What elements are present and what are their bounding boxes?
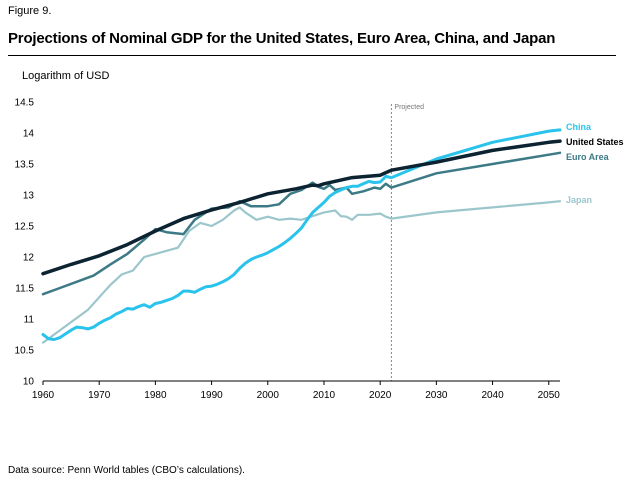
x-tick-label: 1990 <box>200 390 223 401</box>
y-tick-label: 10.5 <box>15 346 35 357</box>
x-tick-label: 2010 <box>313 390 336 401</box>
y-axis-label: Logarithm of USD <box>22 70 109 82</box>
series-line-united-states <box>41 139 562 276</box>
series-line-euro-area <box>41 151 562 296</box>
x-tick-label: 2050 <box>538 390 561 401</box>
y-ticks: 10 10.5 11 11.5 12 12.5 13 13.5 14 14.5 <box>15 98 35 388</box>
y-tick-label: 11 <box>24 315 35 326</box>
y-tick-label: 12 <box>23 253 35 264</box>
y-tick-label: 12.5 <box>15 222 35 233</box>
x-tick-label: 1960 <box>32 390 55 401</box>
x-tick-label: 2030 <box>425 390 448 401</box>
x-ticks: 1960 1970 1980 1990 2000 2010 2020 2030 2040 2050 <box>32 381 560 401</box>
x-tick-label: 2040 <box>481 390 504 401</box>
y-tick-label: 13.5 <box>15 160 35 171</box>
chart-title: Projections of Nominal GDP for the Unite… <box>8 30 556 47</box>
x-tick-label: 1970 <box>88 390 111 401</box>
title-rule <box>8 55 616 56</box>
x-tick-label: 2000 <box>257 390 280 401</box>
x-tick-label: 1980 <box>144 390 167 401</box>
y-tick-label: 10 <box>23 377 35 388</box>
series-labels: China United States Euro Area Japan <box>566 122 624 205</box>
series-label-japan: Japan <box>566 195 592 205</box>
series-line-china <box>41 128 562 341</box>
x-tick-label: 2020 <box>369 390 392 401</box>
series-label-united-states: United States <box>566 137 624 147</box>
y-tick-label: 14 <box>23 129 35 140</box>
data-source-note: Data source: Penn World tables (CBO’s ca… <box>8 465 245 476</box>
y-tick-label: 14.5 <box>15 98 35 109</box>
series-lines <box>41 128 562 344</box>
series-line-japan <box>41 200 562 344</box>
series-label-china: China <box>566 122 592 132</box>
figure-label: Figure 9. <box>8 5 52 17</box>
y-tick-label: 11.5 <box>15 284 34 295</box>
series-label-euro-area: Euro Area <box>566 152 610 162</box>
y-tick-label: 13 <box>23 191 35 202</box>
projection-label: Projected <box>394 104 424 111</box>
